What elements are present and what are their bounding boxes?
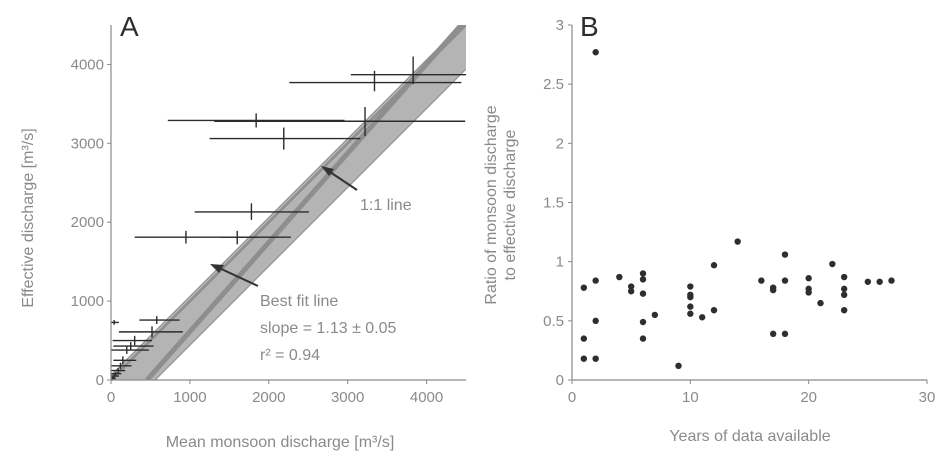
data-point [734, 238, 741, 245]
data-point [805, 275, 812, 282]
data-point [580, 355, 588, 362]
x-axis-label-b: Years of data available [669, 428, 830, 445]
r2-label: r² = 0.94 [260, 347, 320, 364]
y-tick-label: 2.5 [543, 76, 564, 93]
y-tick-label: 2000 [71, 214, 104, 231]
x-axis-label-a: Mean monsoon discharge [m³/s] [166, 434, 395, 451]
data-point [592, 355, 599, 362]
y-tick-label: 3000 [71, 135, 104, 152]
data-point [639, 335, 647, 342]
data-point [769, 330, 777, 338]
data-point [616, 273, 623, 281]
data-point [829, 260, 836, 268]
y-tick-label: 1 [556, 254, 564, 271]
data-point [840, 291, 848, 298]
data-point [639, 270, 647, 277]
data-point [805, 289, 812, 296]
panel-label-a: A [120, 11, 139, 42]
panel-a: 0 1000 2000 3000 4000 0 1000 2000 3000 4000 A Mea… [20, 11, 466, 451]
y-tick-label: 2 [556, 135, 564, 152]
data-point [710, 306, 718, 314]
data-point [864, 278, 872, 285]
data-point [639, 290, 647, 297]
data-point [687, 303, 694, 310]
data-point [840, 273, 848, 281]
data-point [627, 283, 635, 290]
data-point [687, 283, 694, 290]
data-point [592, 317, 599, 325]
data-point [580, 335, 588, 342]
one-to-one-label: 1:1 line [360, 197, 412, 214]
data-point [651, 311, 659, 319]
data-point [592, 277, 599, 284]
best-fit-label: Best fit line [260, 293, 338, 310]
data-point [580, 284, 588, 291]
x-tick-label: 2000 [252, 389, 285, 406]
y-tick-label: 0 [556, 372, 564, 389]
y-tick-label: 1.5 [543, 195, 564, 212]
x-tick-label: 0 [107, 389, 115, 406]
data-point [840, 306, 848, 314]
panel-label-b: B [580, 11, 599, 42]
data-point [627, 288, 635, 295]
x-tick-label: 0 [568, 389, 576, 406]
data-point [840, 285, 848, 293]
y-tick-label: 0 [96, 372, 104, 389]
data-point [781, 277, 789, 284]
y-axis-label-b-line1: Ratio of monsoon discharge [483, 105, 500, 304]
x-tick-label: 1000 [173, 389, 206, 406]
data-point [888, 277, 895, 284]
best-fit-line [145, 25, 465, 380]
arrow-1to1-shaft [326, 169, 358, 191]
y-tick-label: 4000 [71, 56, 104, 73]
y-axis-label-b-line2: to effective discharge [502, 129, 519, 280]
data-point [639, 318, 647, 326]
data-point [639, 276, 647, 283]
arrow-bestfit-head [210, 264, 224, 273]
x-tick-label: 3000 [331, 389, 364, 406]
data-point [687, 310, 694, 317]
data-point [675, 362, 682, 369]
y-axis-label-a: Effective discharge [m³/s] [20, 128, 37, 307]
data-point [876, 278, 883, 285]
data-point [710, 262, 718, 269]
error-bars [111, 56, 466, 380]
x-tick-label: 4000 [410, 389, 443, 406]
ticks-b: 0 10 20 30 0 0.5 1 1.5 2 2.5 3 [543, 17, 935, 406]
data-point [592, 49, 599, 56]
y-tick-label: 0.5 [543, 313, 564, 330]
x-tick-label: 20 [800, 389, 817, 406]
x-tick-label: 30 [919, 389, 936, 406]
one-to-one-line [111, 25, 466, 380]
fit-lines [111, 25, 466, 380]
y-tick-label: 3 [556, 17, 564, 34]
data-point [698, 314, 706, 321]
x-tick-label: 10 [682, 389, 699, 406]
arrow-1to1-head [321, 166, 334, 176]
data-point [781, 330, 789, 338]
slope-label: slope = 1.13 ± 0.05 [260, 320, 397, 337]
ticks-a: 0 1000 2000 3000 4000 0 1000 2000 3000 4000 [71, 56, 444, 406]
y-tick-label: 1000 [71, 293, 104, 310]
data-point [687, 293, 694, 301]
data-points-b [580, 49, 895, 369]
arrow-bestfit-shaft [216, 266, 259, 287]
data-point [769, 286, 777, 294]
panel-b: 0 10 20 30 0 0.5 1 1.5 2 2.5 3 B Years of data ava… [483, 11, 935, 445]
data-point [781, 251, 789, 258]
data-point [817, 299, 824, 307]
data-point [758, 277, 765, 284]
